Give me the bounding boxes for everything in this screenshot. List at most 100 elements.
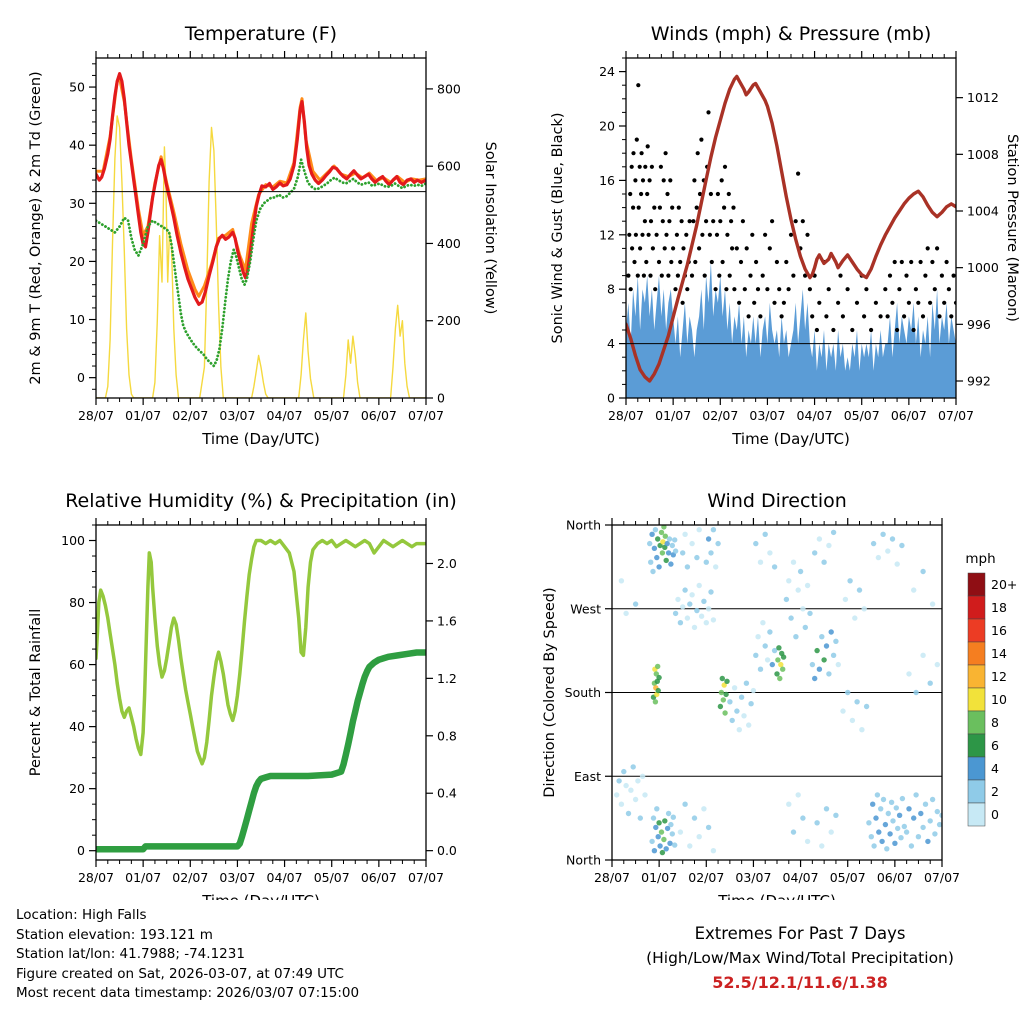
svg-text:4: 4: [607, 336, 615, 351]
svg-text:Direction (Colored By Speed): Direction (Colored By Speed): [542, 587, 558, 797]
svg-text:60: 60: [69, 657, 85, 672]
svg-text:8: 8: [991, 715, 999, 730]
svg-text:24: 24: [599, 64, 615, 79]
svg-text:18: 18: [991, 600, 1007, 615]
wind-direction-chart: 28/07 01/07 02/07 03/07 04/07 05/07 06/07 07/07…: [512, 480, 1024, 910]
svg-text:20+: 20+: [991, 577, 1017, 592]
temperature-chart: 28/07 01/07 02/07 03/07 04/07 05/07 06/07 07/07…: [0, 0, 512, 484]
svg-text:01/07: 01/07: [641, 870, 677, 885]
svg-text:1008: 1008: [967, 147, 999, 162]
svg-text:600: 600: [437, 159, 461, 174]
svg-text:100: 100: [61, 533, 85, 548]
svg-text:28/07: 28/07: [608, 408, 644, 423]
svg-text:06/07: 06/07: [361, 870, 397, 885]
svg-text:Temperature (F): Temperature (F): [184, 23, 337, 45]
svg-text:South: South: [565, 685, 601, 700]
svg-text:East: East: [574, 769, 601, 784]
svg-text:1012: 1012: [967, 90, 999, 105]
svg-text:07/07: 07/07: [938, 408, 974, 423]
svg-text:0: 0: [77, 370, 85, 385]
svg-text:04/07: 04/07: [267, 870, 303, 885]
station-info-latlon: Station lat/lon: 41.7988; -74.1231: [16, 946, 245, 962]
svg-text:01/07: 01/07: [125, 408, 161, 423]
svg-text:Solar Insolation (Yellow): Solar Insolation (Yellow): [482, 142, 498, 315]
extremes-summary: Extremes For Past 7 Days (High/Low/Max W…: [580, 924, 1020, 992]
station-info-created: Figure created on Sat, 2026-03-07, at 07…: [16, 965, 344, 982]
svg-text:06/07: 06/07: [877, 870, 913, 885]
svg-text:2: 2: [991, 784, 999, 799]
svg-text:400: 400: [437, 236, 461, 251]
svg-text:Relative Humidity (%) & Precip: Relative Humidity (%) & Precipitation (i…: [65, 490, 457, 512]
svg-text:Time (Day/UTC): Time (Day/UTC): [201, 430, 320, 448]
svg-text:200: 200: [437, 313, 461, 328]
svg-text:02/07: 02/07: [172, 408, 208, 423]
svg-text:Percent & Total Rainfall: Percent & Total Rainfall: [28, 609, 44, 776]
svg-text:10: 10: [991, 692, 1007, 707]
svg-text:20: 20: [69, 781, 85, 796]
svg-text:10: 10: [69, 312, 85, 327]
svg-text:Time (Day/UTC): Time (Day/UTC): [717, 892, 836, 900]
svg-text:01/07: 01/07: [125, 870, 161, 885]
svg-text:05/07: 05/07: [830, 870, 866, 885]
svg-text:North: North: [566, 853, 601, 868]
svg-text:800: 800: [437, 81, 461, 96]
svg-text:4: 4: [991, 761, 999, 776]
svg-text:05/07: 05/07: [844, 408, 880, 423]
svg-text:20: 20: [599, 119, 615, 134]
svg-text:28/07: 28/07: [78, 408, 114, 423]
svg-text:04/07: 04/07: [267, 408, 303, 423]
svg-text:16: 16: [599, 173, 615, 188]
svg-text:Wind Direction: Wind Direction: [707, 490, 847, 512]
temperature-chart-svg: 28/07 01/07 02/07 03/07 04/07 05/07 06/07 07/07…: [28, 23, 498, 448]
svg-text:20: 20: [69, 254, 85, 269]
svg-text:02/07: 02/07: [702, 408, 738, 423]
svg-text:Time (Day/UTC): Time (Day/UTC): [731, 430, 850, 448]
svg-text:1004: 1004: [967, 204, 999, 219]
svg-text:07/07: 07/07: [408, 870, 444, 885]
extremes-title: Extremes For Past 7 Days: [694, 924, 906, 943]
svg-text:02/07: 02/07: [688, 870, 724, 885]
svg-text:0.8: 0.8: [437, 728, 457, 743]
svg-text:04/07: 04/07: [797, 408, 833, 423]
svg-text:80: 80: [69, 595, 85, 610]
svg-text:996: 996: [967, 317, 991, 332]
svg-text:Sonic Wind & Gust (Blue, Black: Sonic Wind & Gust (Blue, Black): [550, 113, 566, 344]
wind-direction-chart-svg: 28/07 01/07 02/07 03/07 04/07 05/07 06/07 07/07…: [542, 490, 1017, 910]
svg-text:02/07: 02/07: [172, 870, 208, 885]
svg-text:06/07: 06/07: [891, 408, 927, 423]
svg-text:1000: 1000: [967, 260, 999, 275]
humidity-precip-chart: 28/07 01/07 02/07 03/07 04/07 05/07 06/07 07/07…: [0, 480, 512, 910]
svg-text:6: 6: [991, 738, 999, 753]
svg-text:06/07: 06/07: [361, 408, 397, 423]
svg-text:0: 0: [607, 391, 615, 406]
svg-text:05/07: 05/07: [314, 408, 350, 423]
svg-text:2.0: 2.0: [437, 556, 457, 571]
svg-text:0: 0: [77, 843, 85, 858]
svg-text:0: 0: [991, 807, 999, 822]
svg-text:03/07: 03/07: [749, 408, 785, 423]
svg-text:Winds (mph) & Pressure (mb): Winds (mph) & Pressure (mb): [651, 23, 932, 45]
svg-text:0.0: 0.0: [437, 843, 457, 858]
svg-text:Time (Day/UTC): Time (Day/UTC): [201, 892, 320, 900]
humidity-precip-chart-svg: 28/07 01/07 02/07 03/07 04/07 05/07 06/07 07/07…: [28, 490, 457, 910]
svg-text:01/07: 01/07: [655, 408, 691, 423]
station-info-location: Location: High Falls: [16, 907, 147, 923]
svg-text:Station Pressure (Maroon): Station Pressure (Maroon): [1004, 134, 1020, 322]
svg-text:03/07: 03/07: [735, 870, 771, 885]
svg-text:40: 40: [69, 138, 85, 153]
station-info-timestamp: Most recent data timestamp: 2026/03/07 0…: [16, 985, 360, 1001]
svg-text:2m & 9m T (Red, Orange) & 2m T: 2m & 9m T (Red, Orange) & 2m Td (Green): [28, 71, 44, 384]
station-info-elevation: Station elevation: 193.121 m: [16, 926, 213, 943]
svg-text:04/07: 04/07: [783, 870, 819, 885]
svg-text:West: West: [570, 601, 601, 616]
svg-text:40: 40: [69, 719, 85, 734]
svg-text:12: 12: [991, 669, 1007, 684]
svg-text:1.2: 1.2: [437, 671, 457, 686]
svg-text:14: 14: [991, 646, 1007, 661]
svg-text:1.6: 1.6: [437, 613, 457, 628]
svg-text:mph: mph: [965, 551, 995, 567]
winds-pressure-chart-svg: 28/07 01/07 02/07 03/07 04/07 05/07 06/07 07/07…: [550, 23, 1020, 448]
svg-text:28/07: 28/07: [594, 870, 630, 885]
station-info: Location: High Falls Station elevation: …: [16, 906, 359, 1004]
